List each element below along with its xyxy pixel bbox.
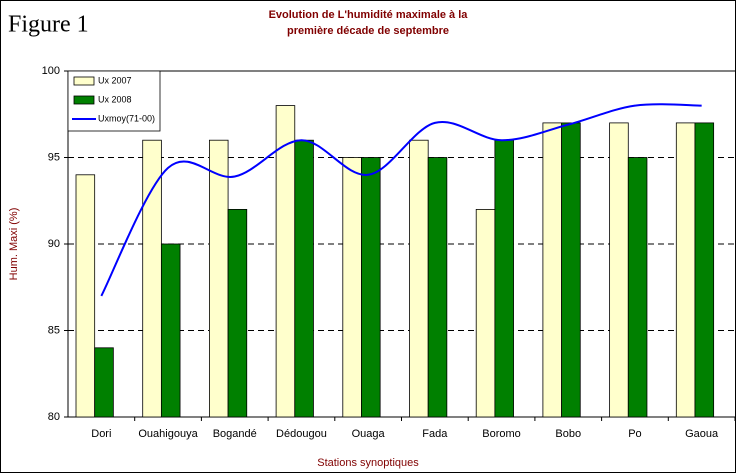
legend-label: Ux 2008 <box>98 94 132 104</box>
bar <box>361 157 381 418</box>
y-tick-label: 90 <box>48 238 60 250</box>
legend-label: Ux 2007 <box>98 75 132 85</box>
bar <box>475 208 496 418</box>
legend-label: Uxmoy(71-00) <box>98 113 155 123</box>
x-tick-label: Ouaga <box>352 428 386 440</box>
y-tick-label: 100 <box>42 65 60 77</box>
x-tick-label: Dori <box>91 428 111 440</box>
bar <box>542 122 562 418</box>
chart-title: première décade de septembre <box>287 25 449 37</box>
bar <box>209 139 229 418</box>
bar <box>409 139 429 418</box>
y-tick-label: 85 <box>48 324 60 336</box>
x-tick-label: Boromo <box>482 428 521 440</box>
bar <box>275 105 296 418</box>
x-tick-label: Gaoua <box>685 428 719 440</box>
y-tick-label: 80 <box>48 411 60 423</box>
x-tick-label: Po <box>628 428 641 440</box>
x-tick-label: Bobo <box>555 428 581 440</box>
bar <box>627 157 648 418</box>
bar <box>75 174 96 418</box>
y-axis-label: Hum. Maxi (%) <box>8 208 20 281</box>
figure-label: Figure 1 <box>8 12 89 38</box>
bar <box>694 122 715 418</box>
bar <box>294 139 314 418</box>
line <box>100 103 702 297</box>
bar <box>494 139 514 418</box>
x-tick-label: Fada <box>422 428 448 440</box>
bar <box>561 122 581 418</box>
bar <box>94 347 114 418</box>
bar <box>227 208 248 418</box>
x-tick-label: Dédougou <box>276 428 327 440</box>
bar <box>142 139 162 418</box>
chart-title: Evolution de L'humidité maximale à la <box>269 9 469 21</box>
legend-swatch <box>73 95 95 105</box>
x-tick-label: Bogandé <box>213 428 257 440</box>
x-axis-label: Stations synoptiques <box>317 457 419 469</box>
y-tick-label: 95 <box>48 151 60 163</box>
bar <box>160 243 181 418</box>
x-tick-label: Ouahigouya <box>138 428 198 440</box>
legend-swatch <box>73 76 95 86</box>
bar <box>675 122 696 418</box>
bar <box>342 157 362 418</box>
bar <box>427 157 448 418</box>
bar <box>609 122 629 418</box>
